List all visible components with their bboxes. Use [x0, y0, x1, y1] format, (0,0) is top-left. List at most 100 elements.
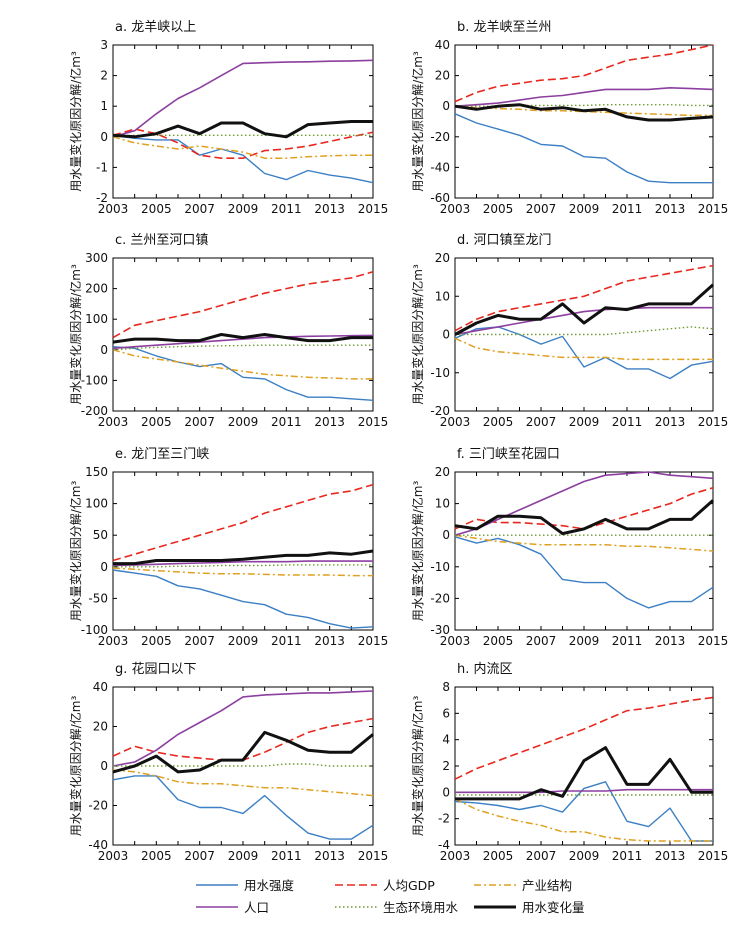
x-tick-label: 2013 [314, 634, 345, 648]
y-tick-label: -20 [430, 130, 450, 144]
plot-frame [112, 471, 374, 631]
legend-label: 生态环境用水 [383, 900, 459, 915]
series-line-人口 [454, 471, 714, 536]
x-tick-label: 2009 [228, 415, 259, 429]
x-tick-label: 2007 [526, 849, 557, 863]
x-tick-label: 2005 [141, 849, 172, 863]
y-tick-label: -4 [438, 838, 450, 852]
y-tick-label: -60 [430, 191, 450, 205]
series-line-人均GDP [454, 487, 714, 530]
series-line-人均GDP [454, 44, 714, 103]
series-line-用水变化量 [112, 730, 374, 774]
y-tick-label: -100 [81, 623, 108, 637]
series-line-人均GDP [112, 483, 374, 562]
y-tick-label: 300 [85, 251, 108, 265]
series-line-生态环境用水 [112, 134, 373, 138]
x-tick-label: 2011 [271, 415, 302, 429]
y-tick-label: -10 [430, 366, 450, 380]
panel-title: h. 内流区 [457, 661, 513, 677]
x-tick-label: 2005 [141, 415, 172, 429]
panel-title: a. 龙羊峡以上 [115, 19, 196, 35]
legend-item: 用水强度 [196, 878, 295, 893]
series-group [112, 483, 374, 629]
x-tick-label: 2013 [655, 634, 686, 648]
legend-label: 产业结构 [522, 878, 572, 893]
series-line-人口 [455, 788, 713, 794]
y-tick-label: 0 [442, 328, 450, 342]
series-line-人口 [112, 690, 374, 767]
legend-label: 人均GDP [383, 878, 435, 893]
series-line-生态环境用水 [113, 763, 373, 767]
x-tick-label: 2009 [228, 634, 259, 648]
x-tick-label: 2013 [655, 849, 686, 863]
x-tick-label: 2015 [358, 415, 389, 429]
legend-item: 人口 [196, 900, 269, 915]
series-line-产业结构 [112, 136, 373, 159]
y-tick-label: -2 [438, 812, 450, 826]
y-tick-label: -2 [96, 191, 108, 205]
y-tick-label: 20 [435, 465, 450, 479]
y-tick-label: 40 [435, 38, 450, 52]
x-tick-label: 2007 [184, 202, 215, 216]
x-tick-label: 2007 [184, 634, 215, 648]
series-group [112, 690, 374, 840]
legend-item: 用水变化量 [474, 900, 585, 915]
panel-title: b. 龙羊峡至兰州 [457, 19, 552, 35]
y-tick-label: 0 [442, 99, 450, 113]
x-tick-label: 2015 [358, 202, 389, 216]
series-line-用水变化量 [112, 120, 373, 139]
series-line-用水强度 [112, 134, 374, 184]
x-tick-label: 2015 [698, 415, 729, 429]
x-tick-label: 2007 [526, 415, 557, 429]
x-tick-label: 2011 [612, 634, 643, 648]
y-axis-label: 用水量变化原因分解/亿m³ [410, 51, 425, 192]
x-tick-label: 2009 [228, 849, 259, 863]
y-axis-label: 用水量变化原因分解/亿m³ [68, 696, 83, 837]
series-group [112, 59, 374, 184]
y-tick-label: 20 [435, 251, 450, 265]
plot-frame [454, 471, 714, 631]
x-tick-label: 2011 [612, 202, 643, 216]
y-tick-label: 200 [85, 282, 108, 296]
series-line-用水强度 [112, 775, 374, 840]
x-tick-label: 2007 [526, 634, 557, 648]
legend-item: 人均GDP [335, 878, 435, 893]
y-tick-label: 0 [442, 528, 450, 542]
x-tick-label: 2015 [358, 634, 389, 648]
series-line-生态环境用水 [112, 344, 373, 351]
x-tick-label: 2009 [569, 634, 600, 648]
x-tick-label: 2003 [98, 202, 129, 216]
panel-title: c. 兰州至河口镇 [115, 233, 208, 248]
legend-item: 生态环境用水 [335, 900, 459, 915]
series-line-产业结构 [112, 769, 374, 797]
series-line-用水强度 [112, 346, 374, 401]
y-tick-label: -200 [81, 404, 108, 418]
y-tick-label: 4 [442, 733, 450, 747]
panel-title: d. 河口镇至龙门 [457, 233, 552, 248]
x-tick-label: 2003 [98, 415, 129, 429]
y-tick-label: 0 [100, 130, 108, 144]
x-tick-label: 2003 [440, 415, 471, 429]
y-axis-label: 用水量变化原因分解/亿m³ [68, 264, 83, 405]
legend-label: 用水变化量 [522, 900, 585, 915]
x-tick-label: 2013 [314, 202, 345, 216]
y-axis-label: 用水量变化原因分解/亿m³ [68, 481, 83, 622]
series-line-生态环境用水 [455, 103, 713, 107]
series-line-用水强度 [454, 781, 713, 842]
y-tick-label: 0 [442, 785, 450, 799]
series-line-人口 [454, 306, 713, 336]
x-tick-label: 2007 [526, 202, 557, 216]
series-line-产业结构 [454, 798, 713, 842]
y-tick-label: 1 [100, 99, 108, 113]
panel-h: h. 内流区 -4 -2 0 2 4 6 8 2003 2005 2007 2009 2011 2013 2… [410, 661, 728, 863]
y-tick-label: -20 [430, 591, 450, 605]
y-tick-label: 20 [435, 69, 450, 83]
legend-label: 用水强度 [244, 878, 295, 893]
panel-title: e. 龙门至三门峡 [115, 447, 209, 462]
y-tick-label: 40 [93, 680, 108, 694]
y-tick-label: -20 [430, 404, 450, 418]
panel-a: a. 龙羊峡以上 -2 -1 0 1 2 3 2003 2005 2007 2009 2011 2013… [68, 19, 388, 216]
y-tick-label: -20 [88, 799, 108, 813]
series-line-用水强度 [454, 536, 714, 609]
